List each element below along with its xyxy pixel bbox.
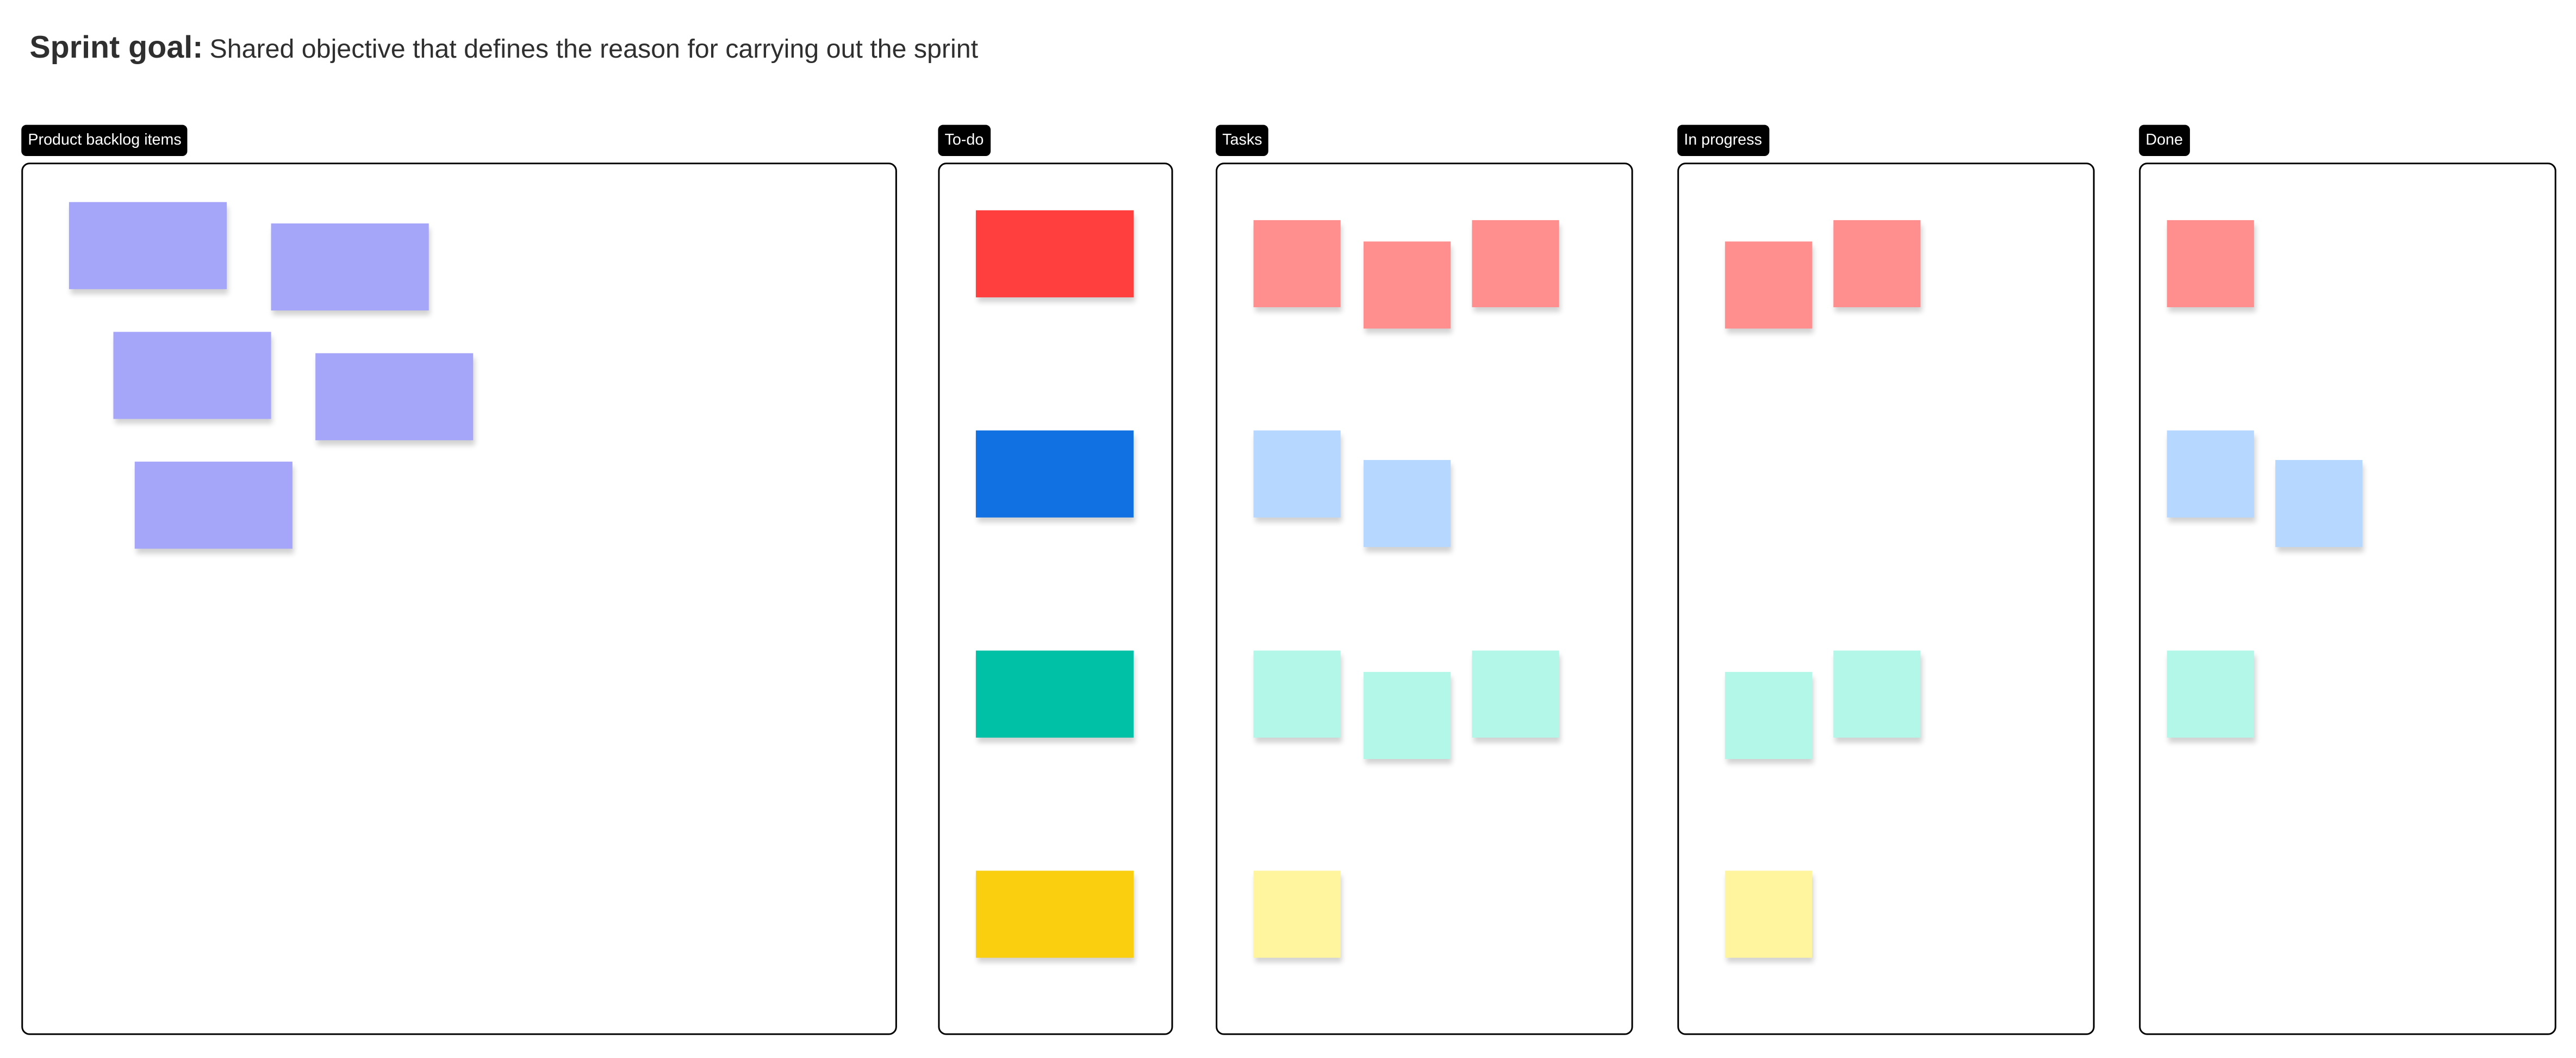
sticky-note-purple[interactable] — [134, 462, 293, 549]
column-frame-backlog[interactable] — [21, 163, 897, 1035]
sticky-note-purple[interactable] — [69, 202, 227, 289]
sticky-note-mint[interactable] — [1833, 650, 1921, 738]
sticky-note-purple[interactable] — [113, 332, 271, 419]
sticky-note-light-blue[interactable] — [2167, 430, 2254, 518]
sticky-note-red[interactable] — [975, 210, 1134, 297]
sticky-note-light-blue[interactable] — [1253, 430, 1341, 518]
sticky-note-blue[interactable] — [975, 430, 1134, 518]
column-label-backlog[interactable]: Product backlog items — [21, 125, 188, 157]
sticky-note-pink[interactable] — [2167, 220, 2254, 308]
sticky-note-pink[interactable] — [1364, 241, 1451, 329]
column-label-in-progress[interactable]: In progress — [1677, 125, 1769, 157]
column-label-todo[interactable]: To-do — [938, 125, 991, 157]
sprint-goal-heading: Sprint goal: Shared objective that define… — [29, 31, 978, 67]
sprint-goal-text: Shared objective that defines the reason… — [209, 36, 979, 64]
sticky-note-light-yellow[interactable] — [1725, 870, 1812, 958]
column-label-done[interactable]: Done — [2139, 125, 2190, 157]
sticky-note-mint[interactable] — [1253, 650, 1341, 738]
sticky-note-purple[interactable] — [271, 223, 429, 311]
sticky-note-pink[interactable] — [1725, 241, 1812, 329]
column-label-tasks[interactable]: Tasks — [1216, 125, 1269, 157]
sticky-note-mint[interactable] — [2167, 650, 2254, 738]
sprint-goal-label: Sprint goal: — [29, 31, 203, 66]
sticky-note-mint[interactable] — [1472, 650, 1559, 738]
sticky-note-pink[interactable] — [1253, 220, 1341, 308]
column-frame-done[interactable] — [2139, 163, 2556, 1035]
sticky-note-yellow[interactable] — [975, 870, 1134, 958]
sticky-note-pink[interactable] — [1833, 220, 1921, 308]
sticky-note-light-blue[interactable] — [1364, 460, 1451, 547]
sticky-note-light-yellow[interactable] — [1253, 870, 1341, 958]
sticky-note-light-blue[interactable] — [2275, 460, 2363, 547]
sticky-note-pink[interactable] — [1472, 220, 1559, 308]
sticky-note-purple[interactable] — [315, 353, 474, 440]
sticky-note-mint[interactable] — [1725, 671, 1812, 760]
sticky-note-mint[interactable] — [1364, 671, 1451, 760]
sticky-note-teal[interactable] — [975, 650, 1134, 738]
